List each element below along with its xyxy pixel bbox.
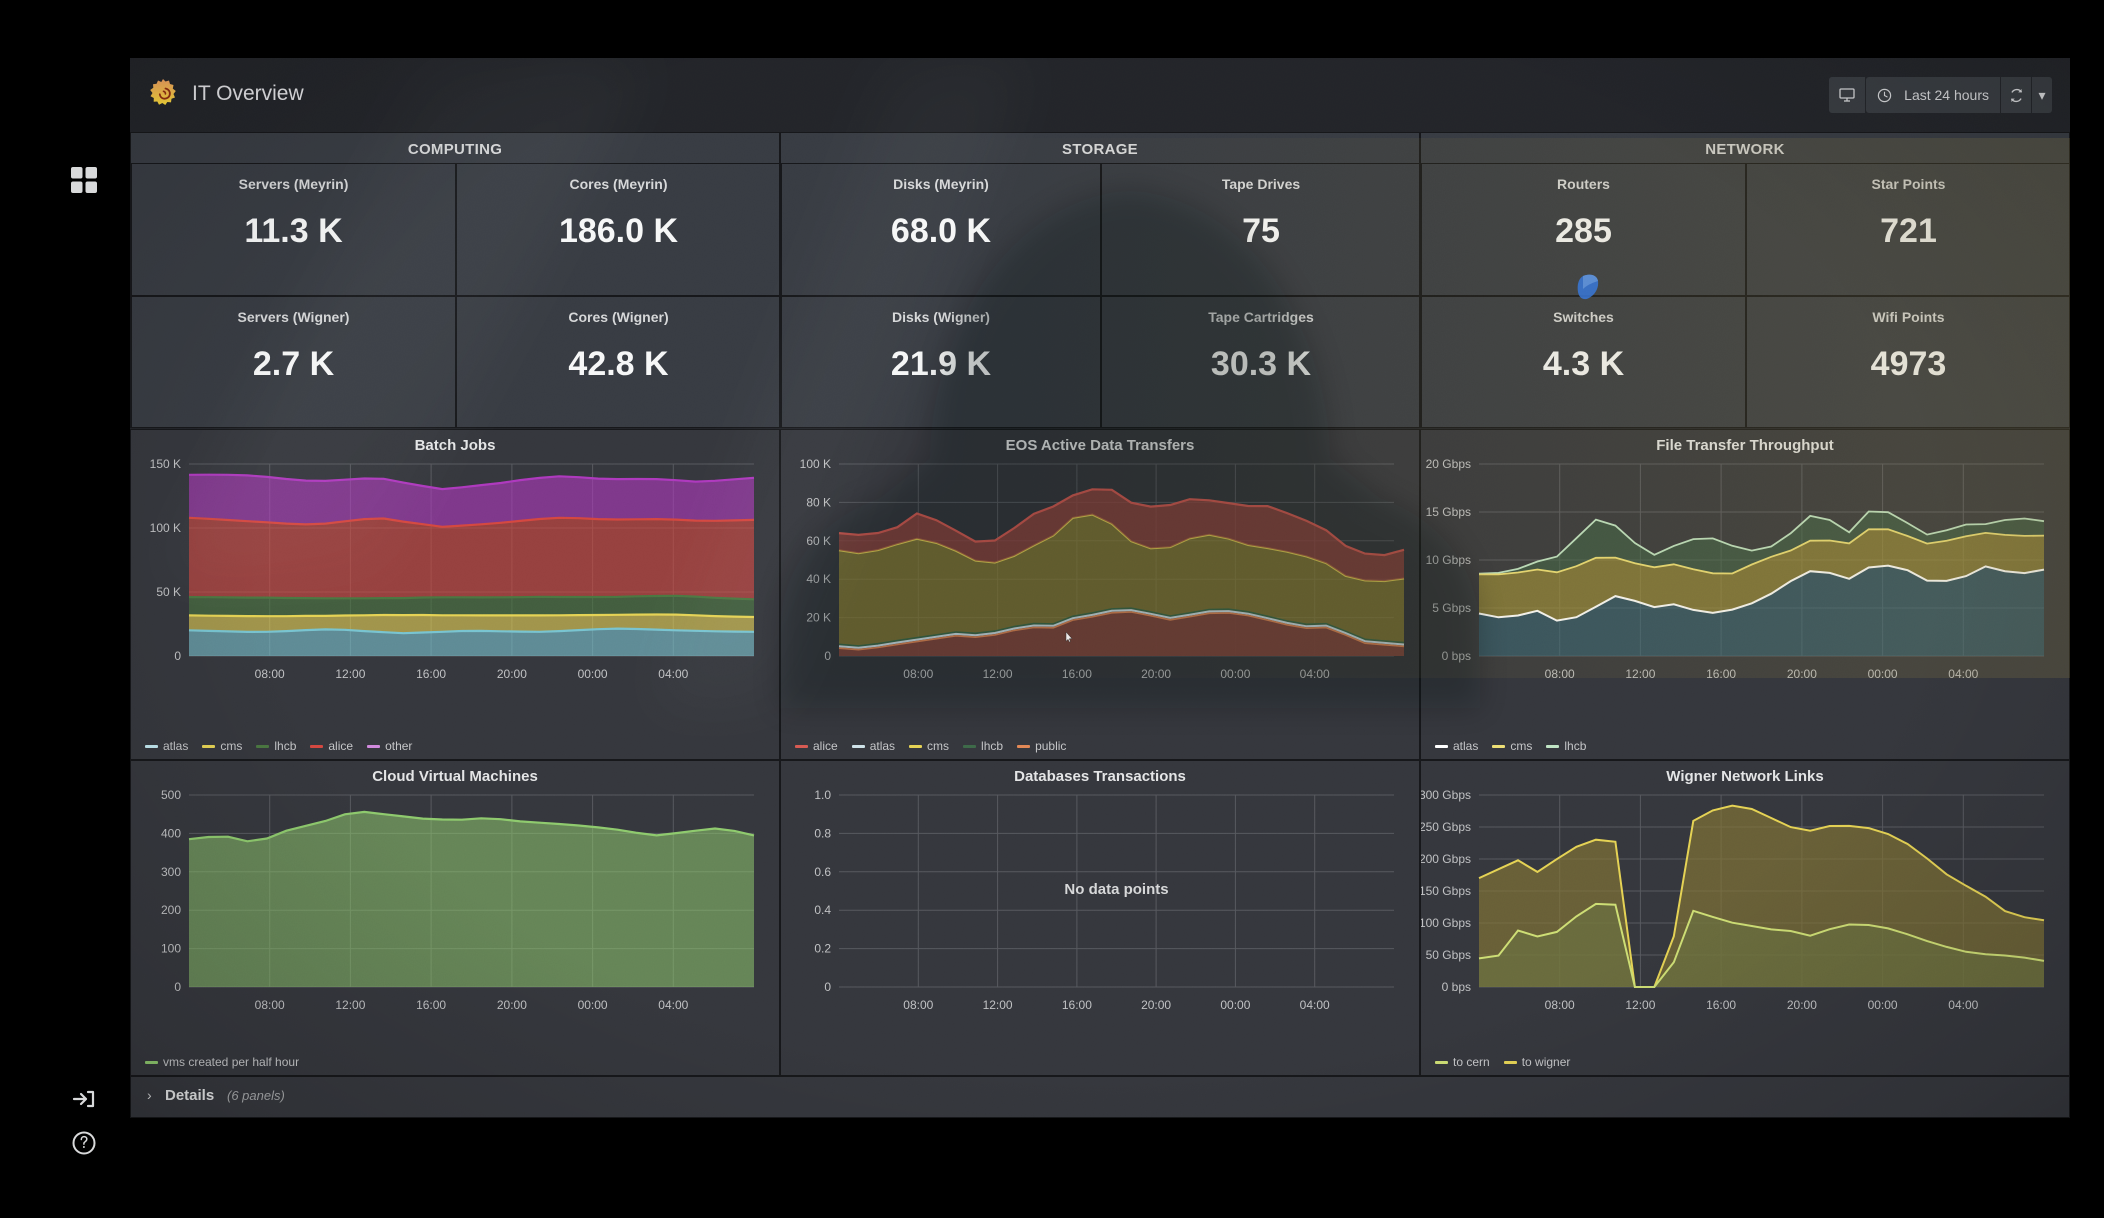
svg-text:50 Gbps: 50 Gbps (1426, 948, 1471, 962)
svg-text:16:00: 16:00 (1706, 998, 1736, 1012)
svg-text:0.6: 0.6 (814, 865, 831, 879)
svg-text:200 Gbps: 200 Gbps (1421, 852, 1471, 866)
svg-text:04:00: 04:00 (1948, 667, 1978, 681)
svg-text:80 K: 80 K (806, 495, 831, 509)
svg-text:20:00: 20:00 (1787, 998, 1817, 1012)
svg-text:0: 0 (824, 980, 831, 994)
svg-text:04:00: 04:00 (658, 667, 688, 681)
svg-text:100 K: 100 K (150, 521, 181, 535)
svg-text:400: 400 (161, 826, 181, 840)
svg-text:150 K: 150 K (150, 457, 181, 471)
svg-text:16:00: 16:00 (1062, 667, 1092, 681)
svg-text:300: 300 (161, 865, 181, 879)
svg-text:04:00: 04:00 (1948, 998, 1978, 1012)
svg-text:08:00: 08:00 (255, 667, 285, 681)
svg-text:12:00: 12:00 (1625, 667, 1655, 681)
svg-text:00:00: 00:00 (1868, 998, 1898, 1012)
svg-text:12:00: 12:00 (335, 998, 365, 1012)
svg-text:500: 500 (161, 788, 181, 802)
svg-text:12:00: 12:00 (983, 998, 1013, 1012)
svg-text:00:00: 00:00 (578, 998, 608, 1012)
svg-text:1.0: 1.0 (814, 788, 831, 802)
svg-text:08:00: 08:00 (903, 667, 933, 681)
svg-text:250 Gbps: 250 Gbps (1421, 820, 1471, 834)
svg-text:20:00: 20:00 (497, 998, 527, 1012)
svg-text:08:00: 08:00 (1545, 667, 1575, 681)
svg-text:20:00: 20:00 (1141, 998, 1171, 1012)
svg-text:100: 100 (161, 942, 181, 956)
svg-text:20:00: 20:00 (1787, 667, 1817, 681)
svg-text:12:00: 12:00 (1625, 998, 1655, 1012)
svg-text:150 Gbps: 150 Gbps (1421, 884, 1471, 898)
svg-text:16:00: 16:00 (1062, 998, 1092, 1012)
svg-text:12:00: 12:00 (983, 667, 1013, 681)
svg-text:08:00: 08:00 (1545, 998, 1575, 1012)
svg-text:00:00: 00:00 (578, 667, 608, 681)
svg-text:16:00: 16:00 (416, 667, 446, 681)
svg-text:0: 0 (174, 649, 181, 663)
svg-text:0 bps: 0 bps (1442, 649, 1471, 663)
svg-text:16:00: 16:00 (416, 998, 446, 1012)
svg-text:0.2: 0.2 (814, 942, 831, 956)
svg-text:00:00: 00:00 (1220, 667, 1250, 681)
svg-text:0 bps: 0 bps (1442, 980, 1471, 994)
svg-text:100 Gbps: 100 Gbps (1421, 916, 1471, 930)
svg-text:12:00: 12:00 (335, 667, 365, 681)
svg-text:200: 200 (161, 903, 181, 917)
svg-text:100 K: 100 K (800, 457, 831, 471)
svg-text:00:00: 00:00 (1220, 998, 1250, 1012)
svg-text:08:00: 08:00 (255, 998, 285, 1012)
svg-text:10 Gbps: 10 Gbps (1426, 553, 1471, 567)
svg-text:0.8: 0.8 (814, 826, 831, 840)
svg-text:15 Gbps: 15 Gbps (1426, 505, 1471, 519)
svg-text:300 Gbps: 300 Gbps (1421, 788, 1471, 802)
svg-text:04:00: 04:00 (1300, 667, 1330, 681)
svg-text:04:00: 04:00 (1300, 998, 1330, 1012)
svg-text:5 Gbps: 5 Gbps (1432, 601, 1471, 615)
svg-text:16:00: 16:00 (1706, 667, 1736, 681)
svg-text:40 K: 40 K (806, 572, 831, 586)
svg-text:50 K: 50 K (156, 585, 181, 599)
svg-text:20 Gbps: 20 Gbps (1426, 457, 1471, 471)
svg-text:0: 0 (174, 980, 181, 994)
svg-text:60 K: 60 K (806, 534, 831, 548)
svg-text:20:00: 20:00 (1141, 667, 1171, 681)
svg-text:0: 0 (824, 649, 831, 663)
svg-text:20:00: 20:00 (497, 667, 527, 681)
svg-text:04:00: 04:00 (658, 998, 688, 1012)
svg-text:20 K: 20 K (806, 611, 831, 625)
svg-text:00:00: 00:00 (1868, 667, 1898, 681)
svg-text:08:00: 08:00 (903, 998, 933, 1012)
svg-text:0.4: 0.4 (814, 903, 831, 917)
